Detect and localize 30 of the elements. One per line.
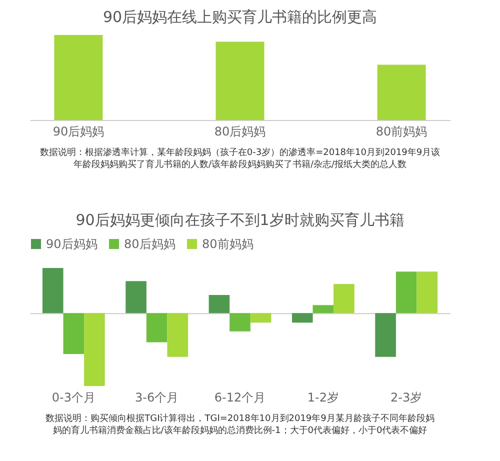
x-tick-label: 1-2岁 (307, 390, 339, 404)
x-tick-label: 6-12个月 (214, 390, 266, 404)
bar (396, 272, 417, 314)
bar (126, 281, 146, 314)
bar (416, 272, 438, 314)
x-tick-label: 2-3岁 (390, 390, 422, 404)
bar (230, 313, 250, 332)
legend-label: 80后妈妈 (124, 237, 176, 251)
x-tick-label: 3-6个月 (135, 390, 179, 404)
bar (292, 313, 313, 323)
bar (63, 313, 84, 354)
bar (334, 284, 354, 314)
bar (42, 268, 64, 314)
x-tick-label: 80前妈妈 (376, 124, 428, 138)
chart-title: 90后妈妈在线上购买育儿书籍的比例更高 (102, 8, 378, 26)
bar (312, 305, 334, 314)
text: 数据说明：根据渗透率计算，某年龄段妈妈（孩子在0-3岁）的渗透率=2018年10月到2019年9月该年龄段妈妈购买了育儿书籍的人数/该年龄段妈妈购买了书籍/杂志/报纸大类的总人数 (40, 147, 440, 170)
bar (146, 313, 168, 342)
bar (208, 294, 230, 314)
text: 数据说明：购买倾向根据TGI计算得出，TGI=2018年10月到2019年9月某月龄孩子不同年龄段妈妈的育儿书籍消费金额占比/该年龄段妈妈的总消费比例-1；大于0代表偏好，小于0代表不偏好 (46, 413, 434, 436)
chart-title: 90后妈妈更倾向在孩子不到1岁时就购买育儿书籍 (76, 211, 404, 229)
x-tick-label: 80后妈妈 (214, 124, 266, 138)
legend-label: 90后妈妈 (46, 237, 98, 251)
bar (375, 313, 396, 357)
bar (84, 313, 105, 386)
bar (250, 313, 272, 323)
x-tick-label: 0-3个月 (52, 390, 96, 404)
bar (167, 313, 188, 357)
x-tick-label: 90后妈妈 (52, 124, 104, 138)
legend-label: 80前妈妈 (202, 237, 254, 251)
